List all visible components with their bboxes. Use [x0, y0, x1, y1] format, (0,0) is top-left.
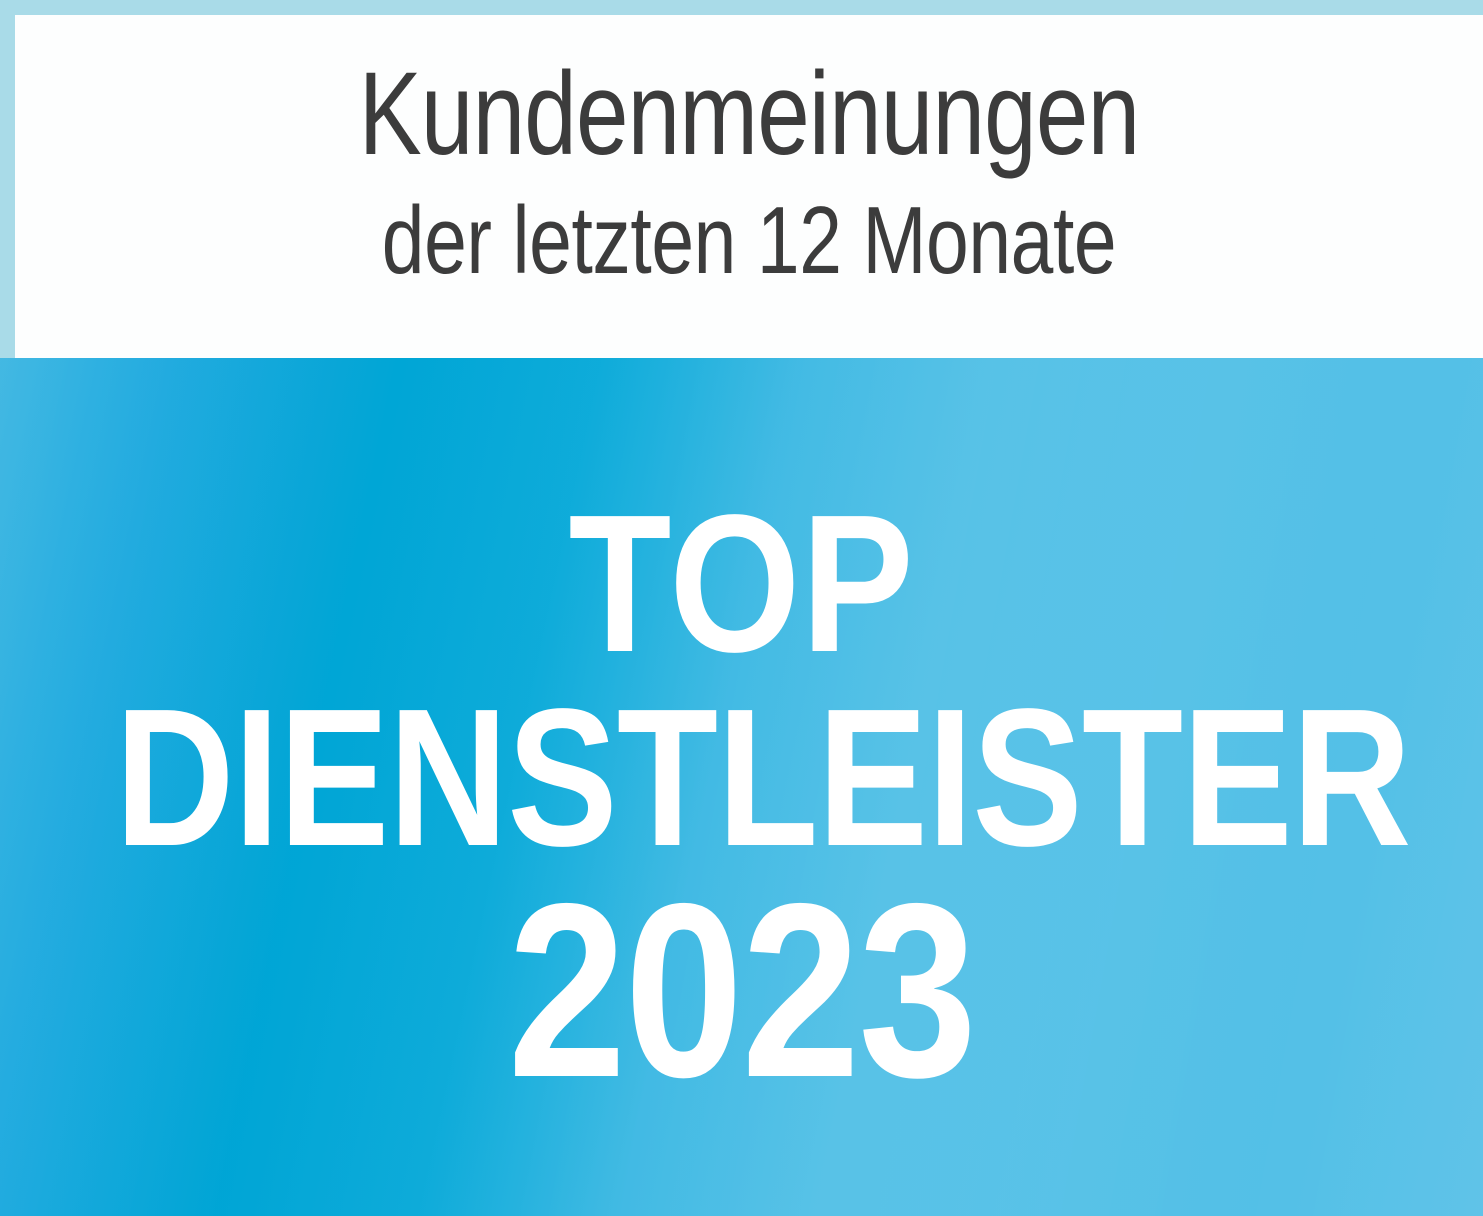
header-title-line2: der letzten 12 Monate [381, 187, 1117, 294]
header-title-line1: Kundenmeinungen [358, 48, 1140, 180]
award-year-label: 2023 [507, 851, 977, 1129]
header-banner-inner: Kundenmeinungen der letzten 12 Monate [15, 15, 1483, 358]
award-category-label: DIENSTLEISTER [114, 668, 1412, 887]
award-panel: TOP DIENSTLEISTER 2023 [0, 358, 1483, 1216]
award-rank-label: TOP [568, 474, 915, 693]
header-banner: Kundenmeinungen der letzten 12 Monate [0, 0, 1483, 358]
